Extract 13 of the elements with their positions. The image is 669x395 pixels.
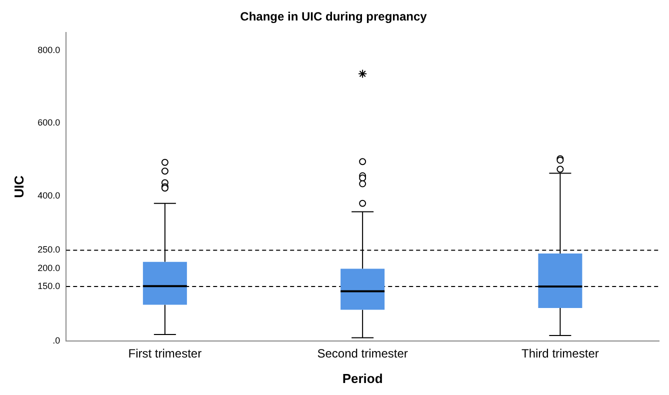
x-tick-label: First trimester (128, 346, 202, 361)
y-axis-title: UIC (11, 174, 26, 198)
y-tick-label: 400.0 (38, 190, 60, 200)
x-tick-label: Second trimester (317, 346, 408, 361)
y-tick-label: 200.0 (38, 262, 60, 273)
chart-title: Change in UIC during pregnancy (240, 10, 428, 24)
y-tick-label: 800.0 (38, 45, 60, 56)
y-tick-label: 600.0 (38, 118, 60, 128)
y-tick-label: 250.0 (38, 244, 60, 255)
x-axis-title: Period (342, 370, 383, 386)
y-tick-label: 150.0 (38, 281, 60, 292)
y-tick-label: .0 (52, 335, 60, 346)
x-tick-label: Third trimester (522, 346, 599, 361)
